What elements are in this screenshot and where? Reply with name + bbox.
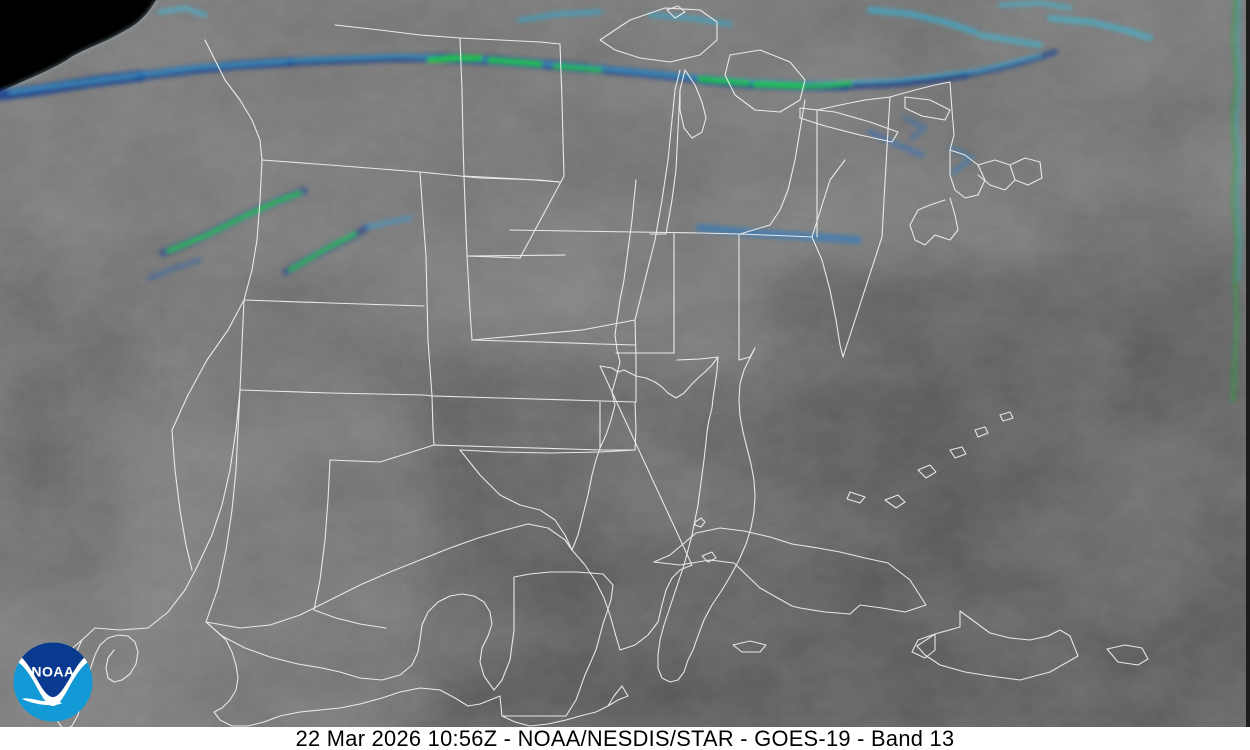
- svg-text:NOAA: NOAA: [31, 664, 74, 680]
